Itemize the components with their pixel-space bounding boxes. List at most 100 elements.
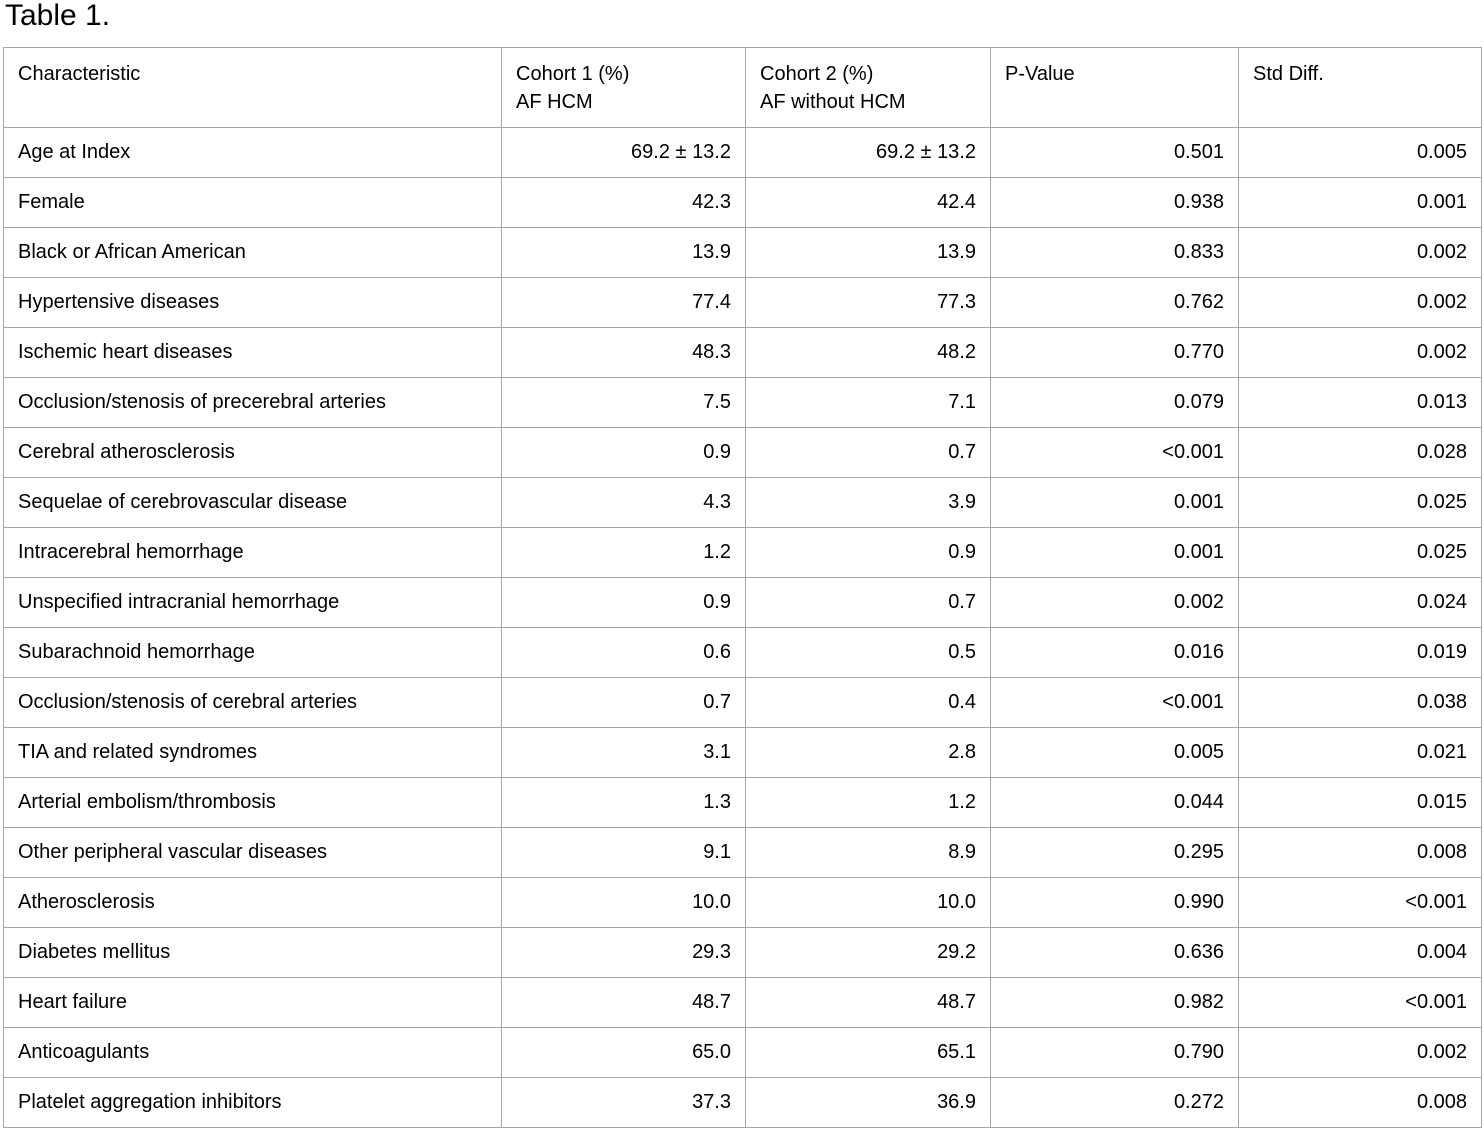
cell-characteristic: Cerebral atherosclerosis (3, 427, 502, 478)
cell-cohort2: 8.9 (745, 827, 991, 878)
cell-characteristic: Female (3, 177, 502, 228)
column-header-label: P-Value (1005, 63, 1075, 85)
cell-stddiff: 0.015 (1238, 777, 1482, 828)
cell-cohort2: 77.3 (745, 277, 991, 328)
table-body: Age at Index 69.2 ± 13.2 69.2 ± 13.2 0.501 0… (3, 127, 1482, 1128)
table-row: Sequelae of cerebrovascular disease 4.3 3.… (3, 477, 1482, 528)
cell-pvalue: 0.079 (990, 377, 1239, 428)
cell-cohort2: 0.9 (745, 527, 991, 578)
cell-cohort2: 0.4 (745, 677, 991, 728)
table-row: TIA and related syndromes 3.1 2.8 0.005 0.02… (3, 727, 1482, 778)
cell-characteristic: Intracerebral hemorrhage (3, 527, 502, 578)
cell-pvalue: 0.295 (990, 827, 1239, 878)
cell-characteristic: Subarachnoid hemorrhage (3, 627, 502, 678)
cell-characteristic: Ischemic heart diseases (3, 327, 502, 378)
cell-pvalue: 0.982 (990, 977, 1239, 1028)
cell-stddiff: 0.028 (1238, 427, 1482, 478)
cell-stddiff: 0.008 (1238, 827, 1482, 878)
cell-stddiff: <0.001 (1238, 977, 1482, 1028)
cell-cohort1: 48.7 (501, 977, 746, 1028)
cell-pvalue: 0.044 (990, 777, 1239, 828)
cell-pvalue: <0.001 (990, 427, 1239, 478)
characteristics-table: Characteristic Cohort 1 (%) AF HCM Cohor… (3, 47, 1482, 1128)
cell-cohort1: 7.5 (501, 377, 746, 428)
cell-cohort2: 2.8 (745, 727, 991, 778)
column-header-sublabel: AF without HCM (760, 91, 906, 113)
cell-cohort1: 10.0 (501, 877, 746, 928)
cell-pvalue: 0.770 (990, 327, 1239, 378)
cell-pvalue: 0.001 (990, 527, 1239, 578)
cell-pvalue: 0.790 (990, 1027, 1239, 1078)
column-header-pvalue: P-Value (990, 47, 1239, 128)
cell-cohort2: 0.7 (745, 427, 991, 478)
table-row: Anticoagulants 65.0 65.1 0.790 0.002 (3, 1027, 1482, 1078)
cell-stddiff: 0.001 (1238, 177, 1482, 228)
cell-cohort2: 36.9 (745, 1077, 991, 1128)
cell-cohort1: 9.1 (501, 827, 746, 878)
column-header-cohort2: Cohort 2 (%) AF without HCM (745, 47, 991, 128)
table-row: Diabetes mellitus 29.3 29.2 0.636 0.004 (3, 927, 1482, 978)
cell-cohort2: 13.9 (745, 227, 991, 278)
cell-pvalue: 0.990 (990, 877, 1239, 928)
cell-stddiff: 0.004 (1238, 927, 1482, 978)
table-row: Unspecified intracranial hemorrhage 0.9 0.… (3, 577, 1482, 628)
cell-cohort1: 29.3 (501, 927, 746, 978)
table-row: Intracerebral hemorrhage 1.2 0.9 0.001 0.025 (3, 527, 1482, 578)
column-header-characteristic: Characteristic (3, 47, 502, 128)
cell-characteristic: Hypertensive diseases (3, 277, 502, 328)
cell-cohort2: 42.4 (745, 177, 991, 228)
cell-cohort2: 0.5 (745, 627, 991, 678)
cell-characteristic: Other peripheral vascular diseases (3, 827, 502, 878)
cell-cohort1: 48.3 (501, 327, 746, 378)
cell-stddiff: 0.038 (1238, 677, 1482, 728)
cell-cohort1: 0.6 (501, 627, 746, 678)
cell-cohort2: 29.2 (745, 927, 991, 978)
cell-cohort2: 10.0 (745, 877, 991, 928)
cell-characteristic: Age at Index (3, 127, 502, 178)
table-row: Atherosclerosis 10.0 10.0 0.990 <0.001 (3, 877, 1482, 928)
table-row: Cerebral atherosclerosis 0.9 0.7 <0.001 0.02… (3, 427, 1482, 478)
cell-stddiff: 0.002 (1238, 1027, 1482, 1078)
cell-characteristic: Atherosclerosis (3, 877, 502, 928)
table-row: Occlusion/stenosis of cerebral arteries 0… (3, 677, 1482, 728)
table-row: Arterial embolism/thrombosis 1.3 1.2 0.044 0… (3, 777, 1482, 828)
cell-characteristic: Black or African American (3, 227, 502, 278)
cell-stddiff: 0.013 (1238, 377, 1482, 428)
cell-pvalue: <0.001 (990, 677, 1239, 728)
cell-cohort2: 7.1 (745, 377, 991, 428)
cell-cohort1: 1.3 (501, 777, 746, 828)
table-row: Female 42.3 42.4 0.938 0.001 (3, 177, 1482, 228)
cell-pvalue: 0.762 (990, 277, 1239, 328)
page-title: Table 1. (5, 0, 111, 32)
cell-cohort2: 0.7 (745, 577, 991, 628)
cell-stddiff: 0.002 (1238, 277, 1482, 328)
cell-pvalue: 0.001 (990, 477, 1239, 528)
cell-pvalue: 0.833 (990, 227, 1239, 278)
cell-stddiff: 0.008 (1238, 1077, 1482, 1128)
cell-stddiff: 0.025 (1238, 527, 1482, 578)
table-row: Platelet aggregation inhibitors 37.3 36.9 0… (3, 1077, 1482, 1128)
cell-cohort2: 3.9 (745, 477, 991, 528)
table-row: Ischemic heart diseases 48.3 48.2 0.770 0.00… (3, 327, 1482, 378)
cell-stddiff: 0.002 (1238, 227, 1482, 278)
table-row: Occlusion/stenosis of precerebral arteri… (3, 377, 1482, 428)
cell-stddiff: <0.001 (1238, 877, 1482, 928)
cell-cohort1: 0.9 (501, 427, 746, 478)
cell-cohort2: 48.7 (745, 977, 991, 1028)
table-row: Black or African American 13.9 13.9 0.833 0.… (3, 227, 1482, 278)
cell-pvalue: 0.272 (990, 1077, 1239, 1128)
cell-cohort1: 77.4 (501, 277, 746, 328)
table-row: Age at Index 69.2 ± 13.2 69.2 ± 13.2 0.501 0… (3, 127, 1482, 178)
column-header-label: Cohort 1 (%) (516, 63, 630, 85)
table-row: Hypertensive diseases 77.4 77.3 0.762 0.002 (3, 277, 1482, 328)
cell-stddiff: 0.024 (1238, 577, 1482, 628)
cell-cohort2: 69.2 ± 13.2 (745, 127, 991, 178)
cell-stddiff: 0.025 (1238, 477, 1482, 528)
cell-characteristic: Heart failure (3, 977, 502, 1028)
cell-cohort1: 42.3 (501, 177, 746, 228)
header-row: Characteristic Cohort 1 (%) AF HCM Cohor… (3, 47, 1482, 128)
cell-cohort1: 37.3 (501, 1077, 746, 1128)
table-row: Subarachnoid hemorrhage 0.6 0.5 0.016 0.019 (3, 627, 1482, 678)
cell-cohort1: 0.9 (501, 577, 746, 628)
cell-stddiff: 0.005 (1238, 127, 1482, 178)
